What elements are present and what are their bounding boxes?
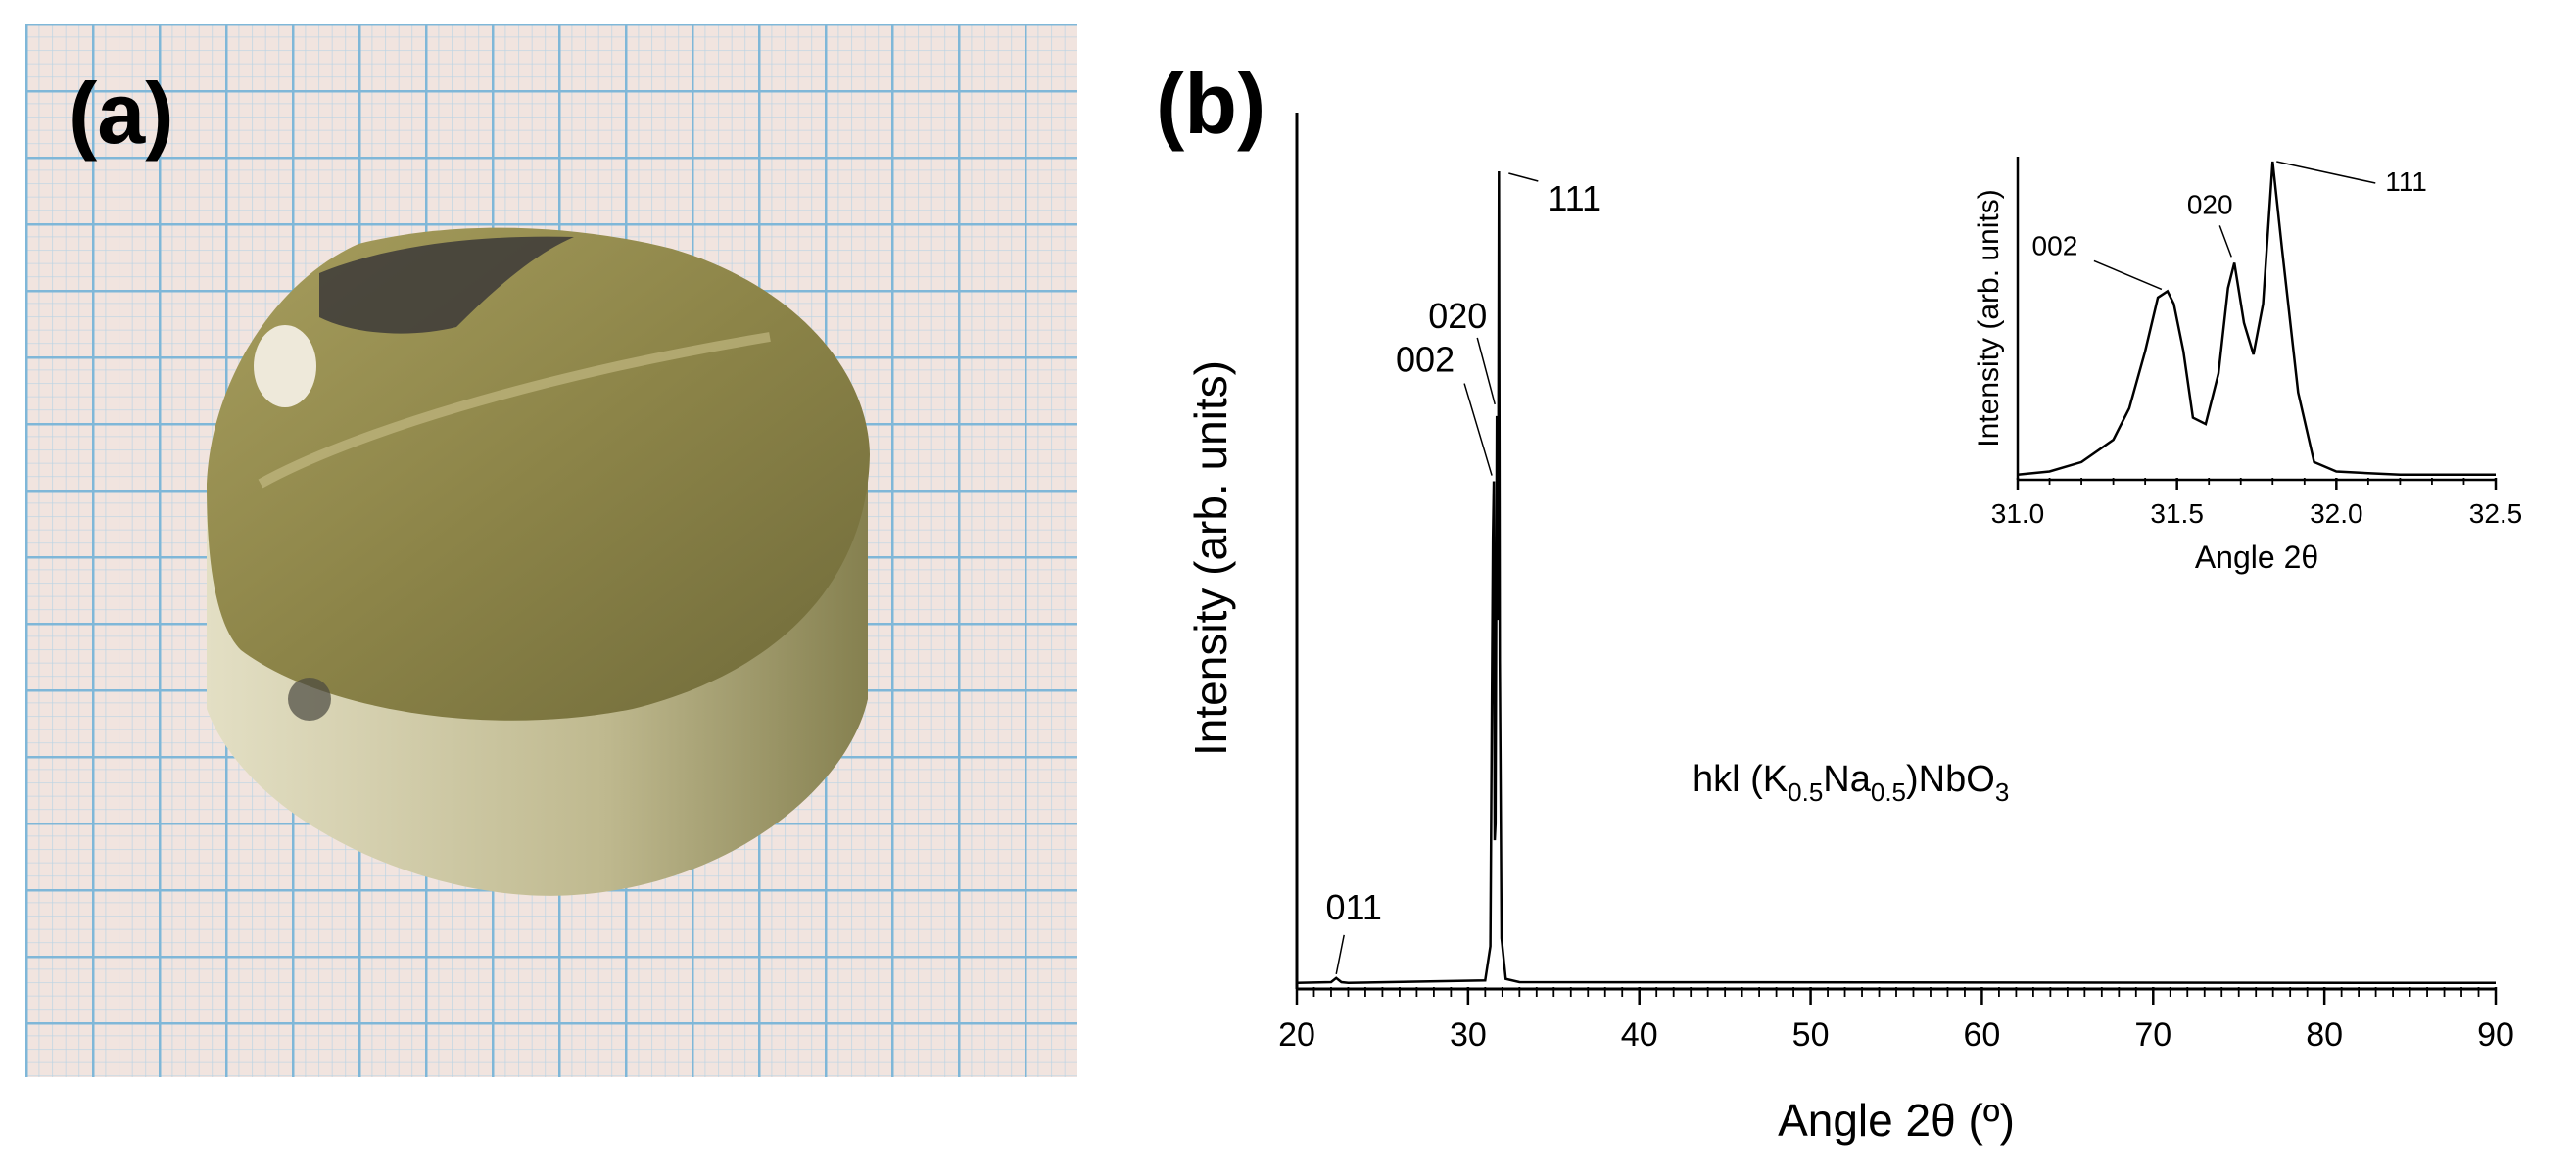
tick-label: 32.0 xyxy=(2310,498,2363,529)
tick-label: 90 xyxy=(2477,1016,2514,1054)
inset-y-axis-label: Intensity (arb. units) xyxy=(1973,189,2005,446)
pellet-highlight xyxy=(258,332,771,489)
compound-annotation: hkl (K0.5Na0.5)NbO3 xyxy=(1693,759,2009,807)
tick-label: 32.5 xyxy=(2469,498,2523,529)
peak-label-111: 111 xyxy=(2385,166,2427,197)
sample-photo xyxy=(25,24,1077,1077)
peak-leader-line xyxy=(2218,225,2232,258)
peak-label-011: 011 xyxy=(1326,887,1382,927)
tick-label: 30 xyxy=(1450,1016,1487,1054)
panel-label-b: (b) xyxy=(1156,55,1266,152)
inset-x-axis-ticks xyxy=(2016,478,2498,490)
peak-label-020: 020 xyxy=(2187,189,2233,219)
inset-x-axis-tick-labels: 31.0 31.5 32.0 32.5 xyxy=(1991,498,2523,529)
crystal-bead xyxy=(254,325,316,407)
tick-label: 20 xyxy=(1278,1016,1315,1054)
peak-label-111: 111 xyxy=(1548,178,1601,218)
x-axis-label: Angle 2θ (º) xyxy=(1778,1095,2015,1146)
tick-label: 40 xyxy=(1621,1016,1658,1054)
side-spot xyxy=(288,678,331,721)
peak-leader-line xyxy=(2093,259,2163,291)
peak-leader-line xyxy=(1335,934,1345,974)
x-axis-tick-labels: 20 30 40 50 60 70 80 90 xyxy=(1278,1016,2514,1054)
peak-leader-line xyxy=(1463,383,1493,476)
inset-peak-labels: 002 020 111 xyxy=(2032,161,2427,291)
panel-label-a: (a) xyxy=(69,65,174,162)
inset-x-axis-label: Angle 2θ xyxy=(2195,540,2318,575)
tick-label: 70 xyxy=(2134,1016,2171,1054)
peak-leader-line xyxy=(1508,172,1539,182)
tick-label: 31.5 xyxy=(2150,498,2204,529)
pellet-photo-illustration xyxy=(25,24,1077,1077)
peak-leader-line xyxy=(2276,161,2376,184)
xrd-pattern-line xyxy=(1296,170,2497,985)
tick-label: 60 xyxy=(1964,1016,2001,1054)
peak-label-002: 002 xyxy=(2032,230,2078,260)
peak-leader-line xyxy=(1476,337,1496,405)
tick-label: 80 xyxy=(2306,1016,2343,1054)
peak-label-002: 002 xyxy=(1396,340,1455,380)
tick-label: 50 xyxy=(1792,1016,1830,1054)
tick-label: 31.0 xyxy=(1991,498,2045,529)
inset-plot: 31.0 31.5 32.0 32.5 002 020 111 Angle 2θ Inte… xyxy=(1973,157,2522,575)
y-axis-label: Intensity (arb. units) xyxy=(1185,360,1236,756)
peak-label-020: 020 xyxy=(1428,296,1487,336)
pellet-dark-region xyxy=(319,236,574,334)
x-axis-ticks xyxy=(1295,987,2498,1005)
inset-pattern-line xyxy=(2017,161,2496,477)
